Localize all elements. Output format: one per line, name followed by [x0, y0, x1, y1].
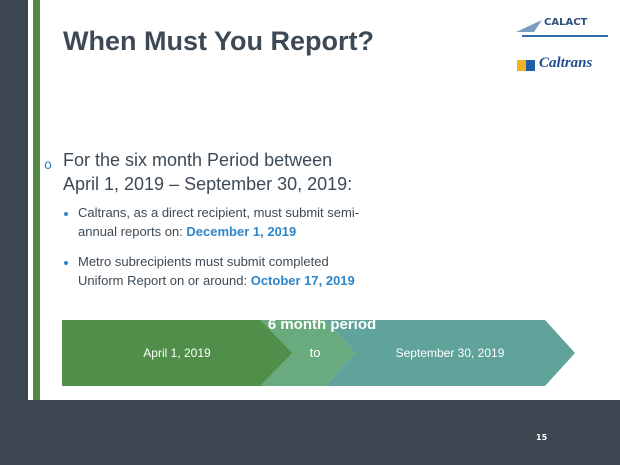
end-chevron — [325, 320, 575, 386]
bullet-icon: o — [44, 158, 52, 173]
sub-bullet-line: annual reports on: December 1, 2019 — [78, 224, 296, 239]
sub-bullet-line: Caltrans, as a direct recipient, must su… — [78, 205, 360, 220]
sub-text: Uniform Report on or around: — [78, 273, 251, 288]
page-number: 15 — [536, 433, 548, 442]
caltrans-logo: Caltrans — [517, 55, 615, 77]
sub-text: annual reports on: — [78, 224, 187, 239]
footer-bar — [28, 400, 620, 465]
green-stripe — [33, 0, 40, 465]
timeline-middle: to — [309, 345, 321, 360]
timeline-heading: 6 month period — [267, 316, 377, 333]
date: December 1, 2019 — [186, 224, 297, 239]
caltrans-text: Caltrans — [539, 55, 593, 71]
start-block — [62, 320, 292, 386]
date: October 17, 2019 — [250, 273, 355, 288]
middle-chevron — [250, 320, 355, 386]
calact-text: CALACT — [544, 17, 588, 28]
main-bullet-line: For the six month Period between — [63, 150, 333, 170]
sub-bullet-dot — [64, 261, 68, 265]
sub-bullet-dot — [64, 212, 68, 216]
caltrans-mark — [517, 60, 535, 71]
left-bar — [0, 0, 28, 465]
timeline-end: September 30, 2019 — [395, 346, 505, 360]
sub-bullet-line: Metro subrecipients must submit complete… — [78, 254, 329, 269]
timeline-start: April 1, 2019 — [143, 346, 211, 360]
calact-mark — [516, 20, 608, 37]
slide-title: When Must You Report? — [63, 26, 374, 56]
main-bullet-line: April 1, 2019 – September 30, 2019: — [63, 174, 353, 194]
sub-bullet-line: Uniform Report on or around: October 17,… — [78, 273, 355, 288]
calact-logo: CALACT — [512, 14, 612, 40]
